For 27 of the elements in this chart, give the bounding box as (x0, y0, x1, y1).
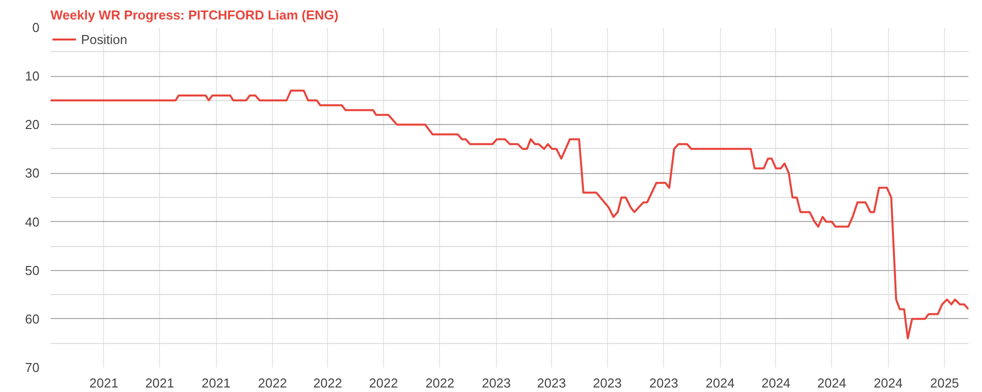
y-tick-label: 20 (25, 117, 40, 132)
x-tick-label: 2022 (369, 376, 398, 390)
y-tick-label: 60 (25, 311, 40, 326)
x-tick-label: 2023 (649, 376, 678, 390)
x-tick-label: 2023 (537, 376, 566, 390)
line-series (50, 90, 968, 340)
x-tick-label: 2023 (592, 376, 622, 390)
y-tick-label: 30 (25, 166, 40, 181)
y-tick-label: 70 (25, 360, 40, 375)
x-tick-label: 2021 (89, 376, 118, 390)
x-tick-label: 2022 (425, 376, 454, 390)
legend-label: Position (81, 32, 128, 46)
x-tick-label: 2023 (482, 376, 511, 390)
x-tick-label: 2022 (258, 376, 287, 390)
x-tick-label: 2021 (202, 376, 231, 390)
x-tick-label: 2024 (817, 376, 846, 390)
x-tick-label: 2022 (313, 376, 342, 390)
y-tick-label: 10 (25, 68, 40, 84)
x-tick-label: 2025 (930, 376, 960, 390)
x-tick-label: 2024 (761, 376, 790, 390)
x-tick-label: 2024 (706, 376, 735, 390)
x-tick-label: 2021 (145, 376, 174, 390)
y-tick-label: 40 (25, 214, 40, 230)
chart-title: Weekly WR Progress: PITCHFORD Liam (ENG) (50, 8, 338, 22)
x-tick-label: 2024 (874, 376, 903, 390)
y-tick-label: 50 (25, 262, 40, 278)
y-tick-label: 0 (32, 20, 40, 35)
